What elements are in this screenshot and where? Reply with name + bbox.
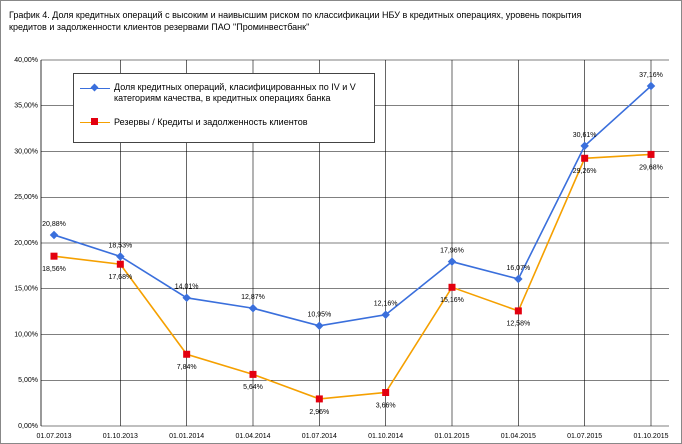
- marker: [514, 307, 522, 315]
- x-tick-label: 01.04.2014: [235, 433, 270, 440]
- data-label: 17,96%: [440, 248, 464, 255]
- data-label: 7,84%: [177, 364, 197, 371]
- data-label: 16,07%: [506, 265, 530, 272]
- marker: [182, 293, 191, 303]
- y-tick-label: 30,00%: [14, 148, 38, 155]
- y-tick-label: 40,00%: [14, 57, 38, 64]
- data-label: 10,95%: [307, 312, 331, 319]
- marker: [448, 283, 456, 291]
- marker: [381, 310, 390, 319]
- data-label: 37,16%: [639, 72, 663, 79]
- marker: [248, 303, 258, 313]
- marker: [116, 252, 125, 261]
- legend-marker: [90, 83, 99, 92]
- marker: [581, 154, 589, 162]
- x-tick-label: 01.07.2015: [567, 433, 602, 440]
- x-tick-label: 01.04.2015: [501, 433, 536, 440]
- data-label: 29,68%: [639, 164, 663, 171]
- series-line: [53, 153, 652, 400]
- legend-label: Резервы / Кредиты и задолженность клиент…: [114, 117, 308, 127]
- y-tick-label: 25,00%: [14, 194, 38, 201]
- data-label: 20,88%: [42, 221, 66, 228]
- data-label: 12,58%: [506, 321, 530, 328]
- y-tick-label: 5,00%: [18, 377, 38, 384]
- legend-label: Доля кредитных операций, класифицированн…: [114, 82, 356, 103]
- marker: [249, 370, 257, 378]
- marker: [315, 395, 323, 403]
- marker: [315, 321, 324, 331]
- marker: [647, 150, 655, 158]
- x-tick-label: 01.10.2015: [633, 433, 668, 440]
- marker: [514, 274, 523, 284]
- y-tick-label: 35,00%: [14, 103, 38, 110]
- marker: [116, 260, 124, 268]
- y-tick-label: 0,00%: [18, 423, 38, 430]
- legend: Доля кредитных операций, класифицированн…: [73, 73, 375, 143]
- data-label: 18,53%: [108, 242, 132, 249]
- x-tick-label: 01.07.2014: [302, 433, 337, 440]
- marker: [50, 252, 58, 260]
- x-tick-label: 01.07.2013: [36, 433, 71, 440]
- data-label: 12,16%: [374, 301, 398, 308]
- x-tick-label: 01.10.2013: [103, 433, 138, 440]
- y-tick-label: 15,00%: [14, 286, 38, 293]
- chart-title: График 4. Доля кредитных операций с высо…: [9, 10, 582, 32]
- marker: [382, 389, 390, 397]
- data-label: 14,01%: [175, 284, 199, 291]
- data-label: 29,26%: [573, 168, 597, 175]
- data-label: 30,61%: [573, 132, 597, 139]
- data-label: 2,96%: [309, 409, 329, 416]
- data-label: 17,68%: [108, 274, 132, 281]
- marker: [447, 257, 457, 266]
- data-label: 5,64%: [243, 384, 263, 391]
- marker: [49, 230, 59, 240]
- series-line: [53, 85, 652, 327]
- data-label: 18,56%: [42, 266, 66, 273]
- legend-marker: [91, 118, 98, 125]
- data-label: 12,87%: [241, 294, 265, 301]
- data-label: 15,16%: [440, 297, 464, 304]
- x-tick-label: 01.10.2014: [368, 433, 403, 440]
- y-tick-label: 10,00%: [14, 331, 38, 338]
- x-tick-label: 01.01.2014: [169, 433, 204, 440]
- data-label: 3,66%: [376, 402, 396, 409]
- marker: [183, 350, 191, 358]
- y-tick-label: 20,00%: [14, 240, 38, 247]
- x-tick-label: 01.01.2015: [434, 433, 469, 440]
